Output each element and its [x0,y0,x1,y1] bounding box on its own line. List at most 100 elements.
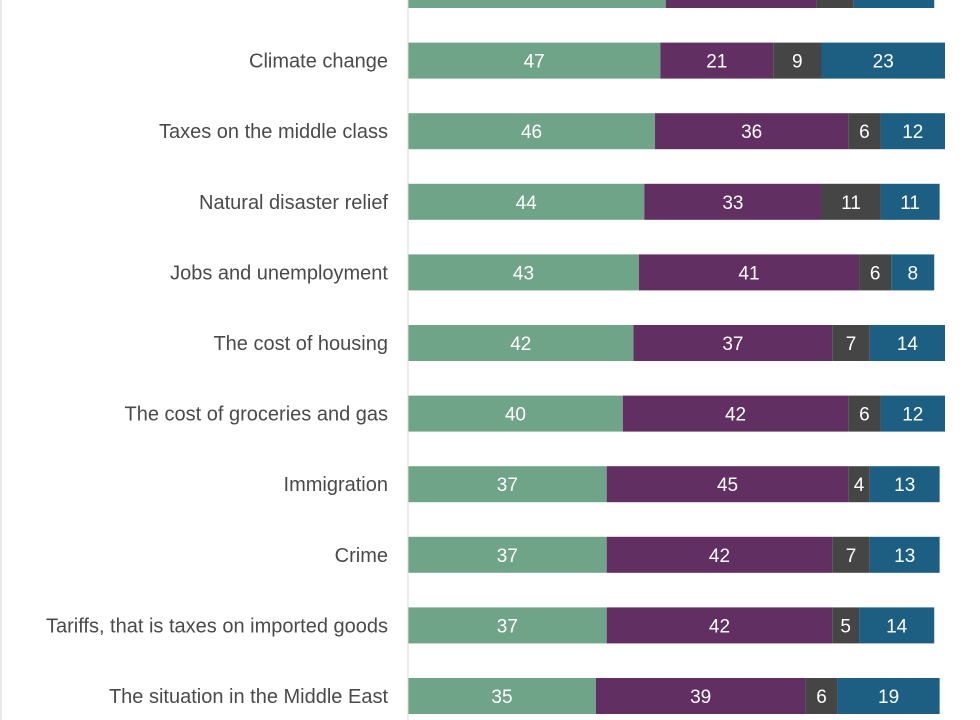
bar-segment [821,42,945,79]
data-label: 14 [897,334,919,355]
bar-segment [880,183,940,220]
bar-segment [832,536,870,573]
bar-segment [805,678,838,714]
bar-segment [848,395,881,432]
bar-segment [408,113,656,150]
data-label: 8 [907,263,918,284]
bar-segment [832,325,870,361]
bar-row: The situation in the Middle East 35 39 6 19 [109,678,940,714]
bar-segment [408,395,623,432]
bar-segment [638,254,860,291]
data-label: 6 [859,405,870,426]
bar-segment [821,183,881,220]
bar-segment [633,325,833,361]
bar-segment [891,254,935,291]
data-label: 39 [690,687,711,708]
data-label: 42 [725,405,746,426]
bar-segment [859,254,892,291]
bar-segment [837,678,940,714]
data-label: 11 [900,193,920,214]
bar-row: The cost of groceries and gas 40 42 6 12 [125,395,945,432]
bar-segment [869,536,940,573]
data-label: 37 [497,475,518,496]
category-label: The cost of housing [213,333,388,355]
data-label: 47 [524,52,545,73]
bar-segment [408,42,661,79]
category-label: Natural disaster relief [199,192,388,214]
data-label: 42 [709,546,730,567]
bar-segment [595,678,806,714]
data-label: 37 [497,616,518,637]
data-label: 9 [792,52,803,73]
bar-segment [848,113,881,150]
bar-segment [859,607,935,644]
data-label: 44 [516,193,538,214]
bar-segment [665,0,817,8]
bar-segment [408,325,634,361]
data-label: 6 [870,263,881,284]
category-label: Tariffs, that is taxes on imported goods [46,615,388,637]
bar-segment [408,183,645,220]
bar-segment [408,0,666,8]
data-label: 5 [840,616,851,637]
bar-row: Tariffs, that is taxes on imported goods… [46,607,935,644]
data-label: 23 [873,52,894,73]
data-label: 40 [505,405,526,426]
data-label: 12 [902,405,923,426]
bar-segment [622,395,849,432]
category-label: Climate change [249,51,388,73]
data-label: 37 [497,546,518,567]
bar-segment [408,536,607,573]
bar-segment [880,113,945,150]
data-label: 13 [894,546,915,567]
data-label: 4 [854,475,865,496]
bar-segment [816,0,854,8]
bar-row: Jobs and unemployment 43 41 6 8 [170,254,935,291]
data-label: 37 [722,334,743,355]
bar-segment [773,42,822,79]
bar-segment [606,607,833,644]
category-label: The cost of groceries and gas [125,404,388,426]
category-label: Jobs and unemployment [170,262,388,284]
data-label: 35 [491,687,512,708]
bar-row: Immigration 37 45 4 13 [284,466,940,503]
bar-segment [832,607,860,644]
data-label: 14 [886,616,908,637]
category-label: The situation in the Middle East [109,686,388,708]
data-label: 43 [513,263,534,284]
bar-row: Taxes on the middle class 46 36 6 12 [159,113,945,150]
bar-segment [606,536,833,573]
data-label: 19 [878,687,899,708]
data-label: 36 [741,122,762,143]
data-label: 45 [717,475,738,496]
bar-row: Crime 37 42 7 13 [335,536,940,573]
bar-row: Natural disaster relief 44 33 11 11 [199,183,940,220]
bar-segment [408,466,607,503]
bar-row [408,0,935,8]
bar-segment [408,254,639,291]
data-label: 7 [846,334,857,355]
category-label: Taxes on the middle class [159,121,388,143]
data-label: 6 [859,122,870,143]
bar-segment [606,466,849,503]
data-label: 46 [521,122,542,143]
category-label: Immigration [284,474,388,496]
data-label: 6 [816,687,827,708]
data-label: 11 [841,193,861,214]
bar-segment [869,466,940,503]
bar-segment [880,395,945,432]
bar-segment [848,466,870,503]
bar-row: The cost of housing 42 37 7 14 [213,325,945,361]
data-label: 21 [706,52,727,73]
bar-segment [869,325,945,361]
bar-row: Climate change 47 21 9 23 [249,42,945,79]
data-label: 42 [510,334,531,355]
data-label: 42 [709,616,730,637]
bar-segment [644,183,822,220]
bar-segment [408,607,607,644]
bar-segment [655,113,849,150]
data-label: 41 [738,263,759,284]
